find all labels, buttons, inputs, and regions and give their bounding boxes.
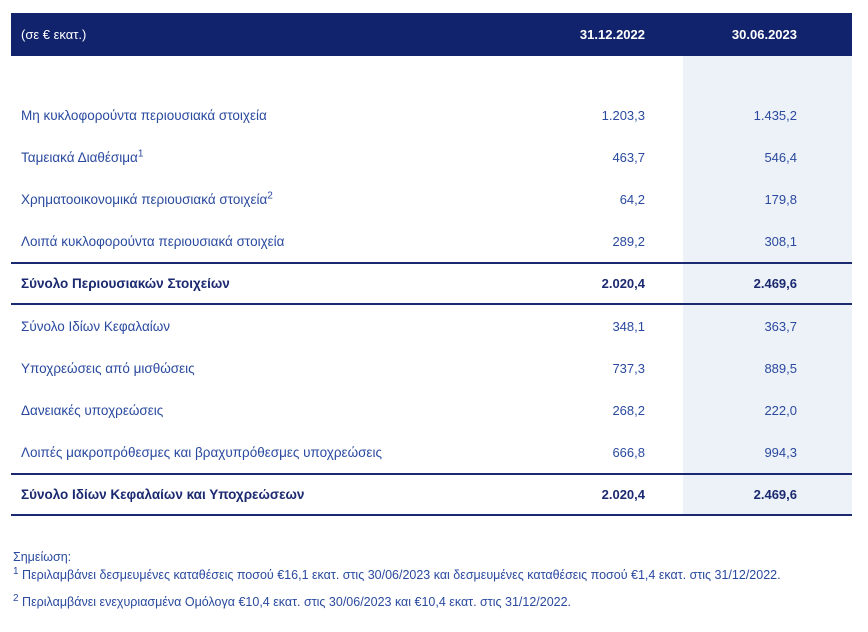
row-value-2022: 463,7: [612, 149, 645, 165]
table-row: Χρηματοοικονομικά περιουσιακά στοιχεία2 …: [11, 178, 852, 220]
row-value-2023: 994,3: [764, 444, 797, 460]
row-value-2022: 666,8: [612, 444, 645, 460]
footnote-1-marker: 1: [13, 565, 19, 577]
table-row: Μη κυκλοφορούντα περιουσιακά στοιχεία 1.…: [11, 94, 852, 136]
footnote-2-text: Περιλαμβάνει ενεχυριασμένα Ομόλογα €10,4…: [22, 595, 572, 609]
row-value-2023: 546,4: [764, 149, 797, 165]
footnote-1: 1 Περιλαμβάνει δεσμευμένες καταθέσεις πο…: [13, 565, 858, 582]
row-value-2022: 737,3: [612, 360, 645, 376]
row-value-2022: 2.020,4: [601, 487, 645, 502]
row-value-2023: 308,1: [764, 233, 797, 249]
row-value-2022: 289,2: [612, 233, 645, 249]
row-value-2023: 889,5: [764, 360, 797, 376]
column-header-31-12-2022: 31.12.2022: [579, 27, 645, 42]
column-header-30-06-2023: 30.06.2023: [731, 27, 797, 42]
row-value-2023: 179,8: [764, 191, 797, 207]
row-label: Λοιπά κυκλοφορούντα περιουσιακά στοιχεία: [21, 233, 285, 249]
footnote-2: 2 Περιλαμβάνει ενεχυριασμένα Ομόλογα €10…: [13, 592, 858, 609]
row-value-2022: 1.203,3: [601, 107, 645, 123]
row-label: Σύνολο Ιδίων Κεφαλαίων και Υποχρεώσεων: [21, 487, 305, 502]
superscript-marker: 2: [267, 190, 273, 201]
table-rows: Μη κυκλοφορούντα περιουσιακά στοιχεία 1.…: [11, 94, 852, 516]
row-value-2022: 268,2: [612, 402, 645, 418]
row-label: Ταμειακά Διαθέσιμα1: [21, 148, 144, 165]
row-value-2023: 2.469,6: [753, 276, 797, 291]
table-body: Μη κυκλοφορούντα περιουσιακά στοιχεία 1.…: [11, 56, 852, 516]
table-row: Υποχρεώσεις από μισθώσεις 737,3 889,5: [11, 347, 852, 389]
row-value-2023: 222,0: [764, 402, 797, 418]
row-value-2022: 2.020,4: [601, 276, 645, 291]
table-row: Δανειακές υποχρεώσεις 268,2 222,0: [11, 389, 852, 431]
row-label: Σύνολο Ιδίων Κεφαλαίων: [21, 318, 171, 334]
superscript-marker: 1: [137, 148, 144, 159]
row-label: Λοιπές μακροπρόθεσμες και βραχυπρόθεσμες…: [21, 444, 382, 460]
row-value-2023: 363,7: [764, 318, 797, 334]
row-label: Δανειακές υποχρεώσεις: [21, 402, 164, 418]
footnotes-title: Σημείωση:: [13, 550, 72, 564]
row-label: Μη κυκλοφορούντα περιουσιακά στοιχεία: [21, 107, 267, 123]
highlighted-column-background: [683, 56, 852, 516]
row-value-2022: 348,1: [612, 318, 645, 334]
row-value-2023: 2.469,6: [753, 487, 797, 502]
balance-sheet-table: (σε € εκατ.) 31.12.2022 30.06.2023 Μη κυ…: [11, 13, 852, 516]
row-label: Υποχρεώσεις από μισθώσεις: [21, 360, 195, 376]
table-row: Σύνολο Ιδίων Κεφαλαίων και Υποχρεώσεων 2…: [11, 473, 852, 516]
table-row: Ταμειακά Διαθέσιμα1 463,7 546,4: [11, 136, 852, 178]
table-row: Σύνολο Περιουσιακών Στοιχείων 2.020,4 2.…: [11, 262, 852, 305]
footnotes-section: Σημείωση: 1 Περιλαμβάνει δεσμευμένες κατ…: [13, 550, 858, 622]
row-label: Χρηματοοικονομικά περιουσιακά στοιχεία2: [21, 190, 273, 207]
table-row: Σύνολο Ιδίων Κεφαλαίων 348,1 363,7: [11, 305, 852, 347]
unit-label: (σε € εκατ.): [21, 27, 87, 42]
footnote-1-text: Περιλαμβάνει δεσμευμένες καταθέσεις ποσο…: [22, 568, 781, 582]
row-value-2023: 1.435,2: [753, 107, 797, 123]
table-row: Λοιπές μακροπρόθεσμες και βραχυπρόθεσμες…: [11, 431, 852, 473]
row-label: Σύνολο Περιουσιακών Στοιχείων: [21, 276, 230, 291]
table-row: Λοιπά κυκλοφορούντα περιουσιακά στοιχεία…: [11, 220, 852, 262]
table-header-row: (σε € εκατ.) 31.12.2022 30.06.2023: [11, 13, 852, 56]
footnote-2-marker: 2: [13, 592, 19, 604]
row-value-2022: 64,2: [619, 191, 645, 207]
